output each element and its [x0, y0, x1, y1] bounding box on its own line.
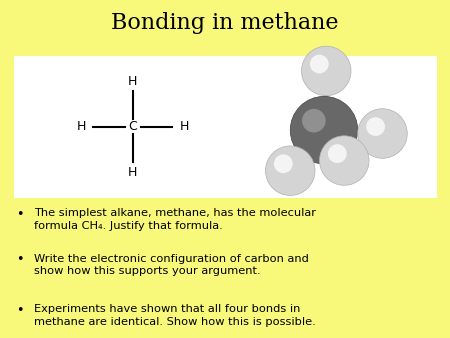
Text: •: •: [16, 254, 23, 266]
Ellipse shape: [358, 109, 407, 158]
Text: C: C: [128, 120, 137, 133]
Text: •: •: [16, 304, 23, 317]
Text: Bonding in methane: Bonding in methane: [111, 12, 339, 34]
Text: H: H: [128, 75, 137, 88]
Ellipse shape: [328, 144, 347, 163]
Ellipse shape: [310, 55, 328, 73]
Text: •: •: [16, 208, 23, 221]
Ellipse shape: [290, 96, 358, 164]
Ellipse shape: [266, 146, 315, 195]
Ellipse shape: [320, 136, 369, 185]
Ellipse shape: [302, 109, 326, 132]
Bar: [14, 56, 436, 198]
Text: Write the electronic configuration of carbon and
show how this supports your arg: Write the electronic configuration of ca…: [34, 254, 309, 276]
Text: H: H: [76, 120, 86, 133]
Text: H: H: [128, 166, 137, 179]
Ellipse shape: [274, 154, 293, 173]
Text: Experiments have shown that all four bonds in
methane are identical. Show how th: Experiments have shown that all four bon…: [34, 304, 315, 327]
Text: H: H: [180, 120, 189, 133]
Ellipse shape: [366, 117, 385, 136]
Text: The simplest alkane, methane, has the molecular
formula CH₄. Justify that formul: The simplest alkane, methane, has the mo…: [34, 208, 316, 231]
Ellipse shape: [302, 46, 351, 96]
